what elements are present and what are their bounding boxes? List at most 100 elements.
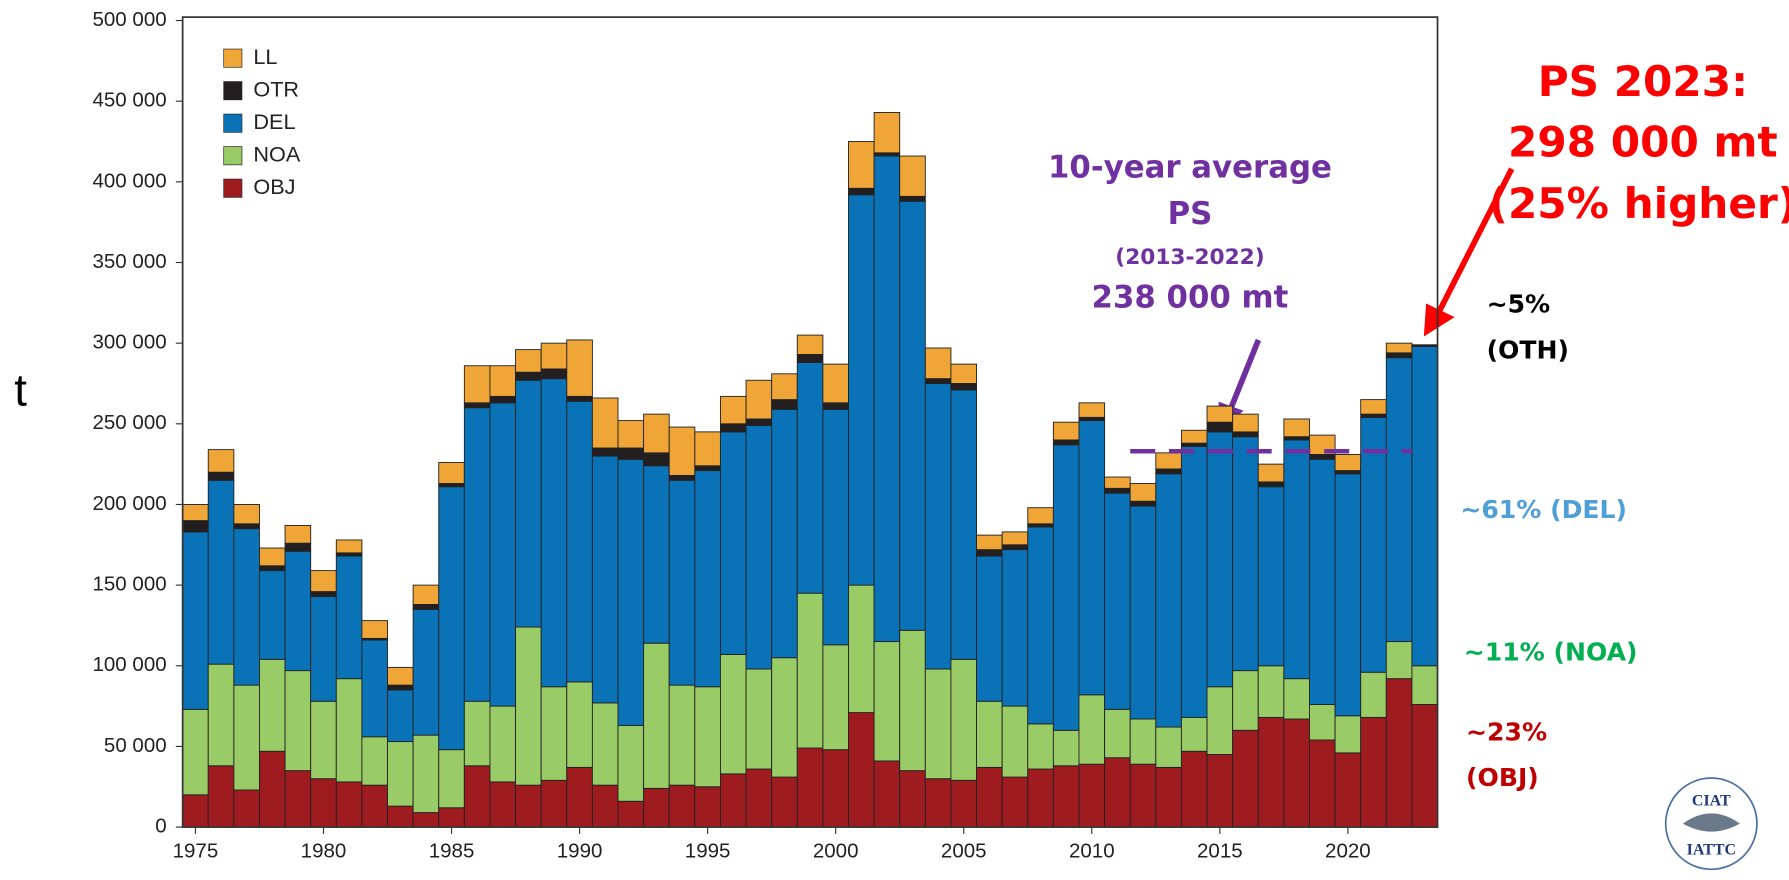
bar-segment <box>182 794 209 828</box>
bar-segment <box>668 784 696 828</box>
bar-segment <box>1232 431 1259 438</box>
bar-segment <box>1206 405 1234 423</box>
bar-segment <box>1360 416 1387 673</box>
bar-segment <box>1180 750 1208 828</box>
bar-segment <box>335 552 363 557</box>
bar-segment <box>1334 470 1362 475</box>
bar-segment <box>566 400 593 683</box>
y-tick-label: 150 000 <box>92 573 166 596</box>
bar-segment <box>233 528 260 686</box>
bar-segment <box>566 395 593 402</box>
bar-segment <box>387 805 414 828</box>
bar-segment <box>1027 526 1054 725</box>
bar-segment <box>1283 718 1310 828</box>
bar-segment <box>1104 492 1131 710</box>
bar-segment <box>207 449 235 473</box>
y-tick-label: 400 000 <box>92 169 166 192</box>
bar-segment <box>617 447 645 460</box>
annotation: (OTH) <box>1487 335 1569 364</box>
bar-segment <box>617 458 645 726</box>
bar-segment <box>950 363 978 384</box>
x-tick-label: 2000 <box>813 840 859 863</box>
bar-segment <box>950 779 978 828</box>
x-tick-label: 2005 <box>941 840 987 863</box>
bar-segment <box>1180 716 1208 752</box>
bar-segment <box>1104 757 1131 828</box>
bar-segment <box>1027 723 1054 770</box>
bar-segment <box>1180 442 1208 447</box>
bar-segment <box>1078 402 1106 418</box>
bar-segment <box>1411 344 1438 347</box>
bar-segment <box>771 408 798 659</box>
bar-segment <box>233 523 260 530</box>
legend-swatch <box>223 146 243 166</box>
bar-segment <box>1360 716 1387 828</box>
bar-segment <box>335 539 363 554</box>
y-tick-label: 200 000 <box>92 492 166 515</box>
bar-segment <box>259 658 286 752</box>
bar-segment <box>1283 439 1310 680</box>
bar-segment <box>463 765 491 828</box>
bar-segment <box>310 591 337 597</box>
bar-segment <box>1257 716 1285 828</box>
bar-segment <box>1411 704 1438 828</box>
bar-segment <box>873 760 901 828</box>
bar-segment <box>796 362 824 594</box>
bar-segment <box>899 629 926 772</box>
bar-segment <box>412 812 440 828</box>
annotation: 10-year average <box>1048 149 1332 185</box>
bar-segment <box>591 455 619 704</box>
avg-arrow <box>1227 338 1262 412</box>
bar-segment <box>1334 715 1362 754</box>
bar-segment <box>361 784 388 828</box>
bar-segment <box>284 670 312 772</box>
bar-segment <box>335 678 363 783</box>
bar-segment <box>1385 678 1413 828</box>
bar-segment <box>1104 476 1131 489</box>
bar-segment <box>463 700 491 767</box>
bar-segment <box>591 702 619 786</box>
bar-segment <box>822 644 849 751</box>
bar-segment <box>335 781 363 828</box>
bar-segment <box>1309 458 1336 705</box>
bar-segment <box>899 770 926 828</box>
bar-segment <box>1180 445 1208 718</box>
bar-segment <box>1155 766 1182 828</box>
logo-text: CIAT <box>1692 793 1731 810</box>
bar-segment <box>899 195 926 202</box>
bar-segment <box>438 483 465 488</box>
bar-segment <box>1155 452 1182 470</box>
bar-segment <box>540 368 568 380</box>
bar-segment <box>873 112 901 154</box>
bar-segment <box>668 426 696 476</box>
bar-segment <box>899 200 926 631</box>
annotation: PS 2023: <box>1538 57 1748 106</box>
bar-segment <box>1334 752 1362 828</box>
bar-segment <box>515 371 542 381</box>
bar-segment <box>873 155 901 643</box>
bar-segment <box>924 668 952 780</box>
bar-segment <box>438 486 465 751</box>
bar-segment <box>1129 500 1157 507</box>
bar-segment <box>643 787 670 828</box>
annotation: ~23% <box>1466 718 1547 747</box>
bar-segment <box>438 749 465 809</box>
bar-segment <box>617 800 645 828</box>
annotation: 298 000 mt <box>1508 117 1778 166</box>
bar-segment <box>796 334 824 355</box>
bar-segment <box>566 339 593 397</box>
bar-segment <box>796 353 824 363</box>
x-tick-label: 2015 <box>1197 840 1243 863</box>
bar-segment <box>284 524 312 544</box>
bar-segment <box>438 807 465 828</box>
bar-segment <box>207 471 235 481</box>
bar-segment <box>1232 413 1259 433</box>
bar-segment <box>1334 473 1362 717</box>
bar-segment <box>617 725 645 802</box>
bar-segment <box>233 684 260 791</box>
bar-segment <box>924 383 952 670</box>
bar-segment <box>1129 718 1157 765</box>
bar-segment <box>438 462 465 484</box>
bar-segment <box>1309 454 1336 460</box>
